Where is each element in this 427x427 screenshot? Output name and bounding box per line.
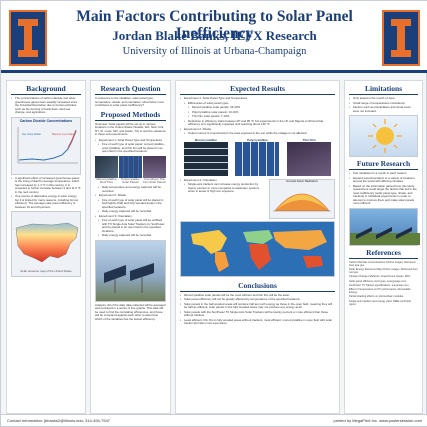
conclusion-bullet: Solar panel efficiency will not be great…: [180, 298, 335, 302]
background-heading: Background: [11, 84, 81, 95]
limitations-column: Limitations Only tested in the month of …: [344, 80, 423, 414]
reference-item: Effect of temperature on PV performance.…: [349, 287, 411, 295]
results-bullet: Reduction in efficiency starts between 8…: [184, 119, 335, 127]
solar-tracker-photo: [95, 239, 166, 302]
methods-overview: Overview: Solar panels will be set up in…: [95, 121, 166, 136]
solar-resource-map: Solar resource map of the United States: [11, 211, 81, 277]
panel-image-poly: Polycrystalline Solar Panels: [119, 155, 142, 185]
us-map-graphic: [15, 222, 79, 263]
solar-radiation-chart-title: Annual Solar Radiation: [286, 178, 318, 183]
background-bullet: The concentrations of carbon dioxide and…: [11, 96, 81, 115]
reference-item: SunPower T0 Tracker specifications. sunp…: [349, 283, 410, 287]
results-bullet: Polycrystalline solar panels: 13-16%: [188, 110, 335, 115]
poster-header: Main Factors Contributing to Solar Panel…: [1, 1, 427, 73]
orientation-row: Experiment 3: Orientation Single-axis tr…: [180, 178, 335, 219]
co2-chart-plot: [17, 126, 78, 163]
result-panel-poly: Polycrystalline: [235, 138, 280, 176]
co2-chart-title: Carbon Dioxide Concentrations: [19, 118, 73, 123]
poster-university: University of Illinois at Urbana-Champai…: [122, 46, 307, 57]
co2-legend-ice: Ice Core Data: [22, 131, 41, 136]
results-bullet: Single-axis trackers can increase energy…: [184, 183, 266, 194]
reference-item: Carbon Dioxide Concentrations (Online im…: [349, 260, 416, 267]
results-exp2-title: Experiment 2: Shade: [180, 127, 335, 132]
co2-legend-mauna: Mauna Loa Data: [51, 131, 74, 136]
limitations-heading: Limitations: [349, 84, 418, 95]
references-heading: References: [349, 248, 418, 259]
exp3-bullet: Daily energy captured will be recorded.: [98, 234, 166, 238]
printer-credit: printed by MegaPrint Inc. www.postersess…: [333, 418, 422, 423]
background-column: Background The concentrations of carbon …: [6, 80, 86, 414]
poster-authors: Jordan Blake Banks, IEFX Research: [112, 28, 317, 43]
results-exp1-title: Experiment 1: Solar Panel Type and Tempe…: [180, 96, 335, 101]
results-bullet: Monocrystalline solar panels: 15-20%: [188, 105, 335, 110]
panel-image-mono: Monocrystalline Roof Tiles: [95, 155, 118, 185]
research-question-heading: Research Question: [95, 84, 166, 95]
contact-info: Contact Information: jbbanks2@illinois.e…: [7, 418, 111, 423]
exp3-title: Experiment 3: Orientation: [95, 214, 166, 219]
solar-farm-graphic: [350, 226, 420, 245]
result-panel-thinfilm: Thin Film: [287, 138, 332, 176]
methods-heading: Proposed Methods: [95, 110, 166, 121]
panel-image-thinfilm: Amorphous Thin Film Solar Panels: [143, 155, 166, 185]
reference-item: Single-axis trackers and energy yield. N…: [349, 299, 411, 306]
results-exp3-title: Experiment 3: Orientation: [180, 178, 266, 183]
limitation-bullet: Factors such as precipitation and cloud …: [349, 105, 418, 113]
results-panel-images: Monocrystalline Polycrystalline Thin Fil…: [180, 138, 335, 176]
future-research-heading: Future Research: [349, 159, 418, 170]
results-heading: Expected Results: [180, 84, 335, 95]
co2-chart: Carbon Dioxide Concentrations Ice Core D…: [11, 116, 81, 175]
poster-title: Main Factors Contributing to Solar Panel…: [76, 8, 353, 42]
future-bullet: Based on the information gained from thi…: [349, 184, 418, 206]
solar-map-caption: Solar resource map of the United States: [20, 269, 72, 273]
solar-radiation-chart: Annual Solar Radiation: [269, 178, 335, 219]
conclusions-heading: Conclusions: [180, 281, 335, 292]
exp2-bullet: Five of each type of solar panel will be…: [98, 198, 166, 210]
exp2-title: Experiment 2: Shade: [95, 194, 166, 198]
result-panel-mono: Monocrystalline: [183, 138, 228, 176]
background-bullet: One source of alternative energy is sola…: [11, 194, 81, 209]
research-question-text: In reference to the variables: solar pan…: [95, 96, 164, 107]
world-radiation-map: [180, 220, 335, 277]
conclusion-bullet: Solar panels in the half wooded areas wi…: [180, 302, 335, 310]
conclusion-bullet: Monocrystalline solar panels will be the…: [180, 293, 335, 298]
methods-column: Research Question In reference to the va…: [90, 80, 171, 414]
future-bullet: Test variables for a month in each seaso…: [349, 171, 418, 176]
reference-item: Partial shading effects on photovoltaic …: [349, 295, 404, 299]
results-bullet: Output current is proportional to the ar…: [184, 131, 335, 136]
university-logo-left: [9, 10, 47, 66]
results-column: Expected Results Experiment 1: Solar Pan…: [175, 80, 340, 414]
reference-item: Solar panel efficiency and types. energy…: [349, 279, 407, 283]
sun-photo: [349, 115, 418, 157]
tracker-array-graphic: [104, 262, 154, 293]
limitation-bullet: Only tested in the month of June.: [349, 96, 418, 101]
world-map-graphic: [191, 229, 327, 272]
panel-type-images: Monocrystalline Roof Tiles Polycrystalli…: [95, 155, 166, 185]
background-bullet: A significant effect of increased greenh…: [11, 176, 81, 195]
conclusion-bullet: Least efficient: thin film in fully wood…: [180, 318, 335, 326]
exp1-bullet: Daily temperature and energy captured wi…: [98, 186, 166, 193]
methods-analysis: Analysis: All of the daily data collecte…: [95, 302, 166, 321]
exp1-bullet: Five of each type of solar panel: monocr…: [98, 142, 166, 154]
radiation-curve: [273, 194, 331, 212]
results-bullet: Thin film solar panels: 7-10%: [188, 114, 335, 119]
poster-footer: Contact Information: jbbanks2@illinois.e…: [1, 414, 427, 426]
orientation-text-block: Experiment 3: Orientation Single-axis tr…: [180, 178, 266, 219]
limitation-bullet: Small range of temperatures considered.: [349, 101, 418, 106]
future-bullet: Expand experimentation to a variety of l…: [349, 176, 418, 184]
exp2-bullet: Daily energy captured will be recorded.: [98, 210, 166, 214]
results-bullet: Efficiencies of solar panel types: [184, 101, 335, 106]
conclusion-bullet: Solar panels with the SunPower T0 Single…: [180, 310, 335, 318]
exp1-title: Experiment 1: Solar Panel Type and Tempe…: [95, 138, 166, 143]
reference-item: Solar Energy Resource Map (Online image)…: [349, 267, 418, 275]
reference-item: Climate Change Indicators: Greenhouse Ga…: [349, 275, 411, 279]
sun-graphic: [368, 119, 402, 153]
exp3-bullet: Five of each type of solar panel will be…: [98, 219, 166, 233]
university-logo-right: [382, 10, 420, 66]
solar-farm-photo: [349, 207, 420, 246]
